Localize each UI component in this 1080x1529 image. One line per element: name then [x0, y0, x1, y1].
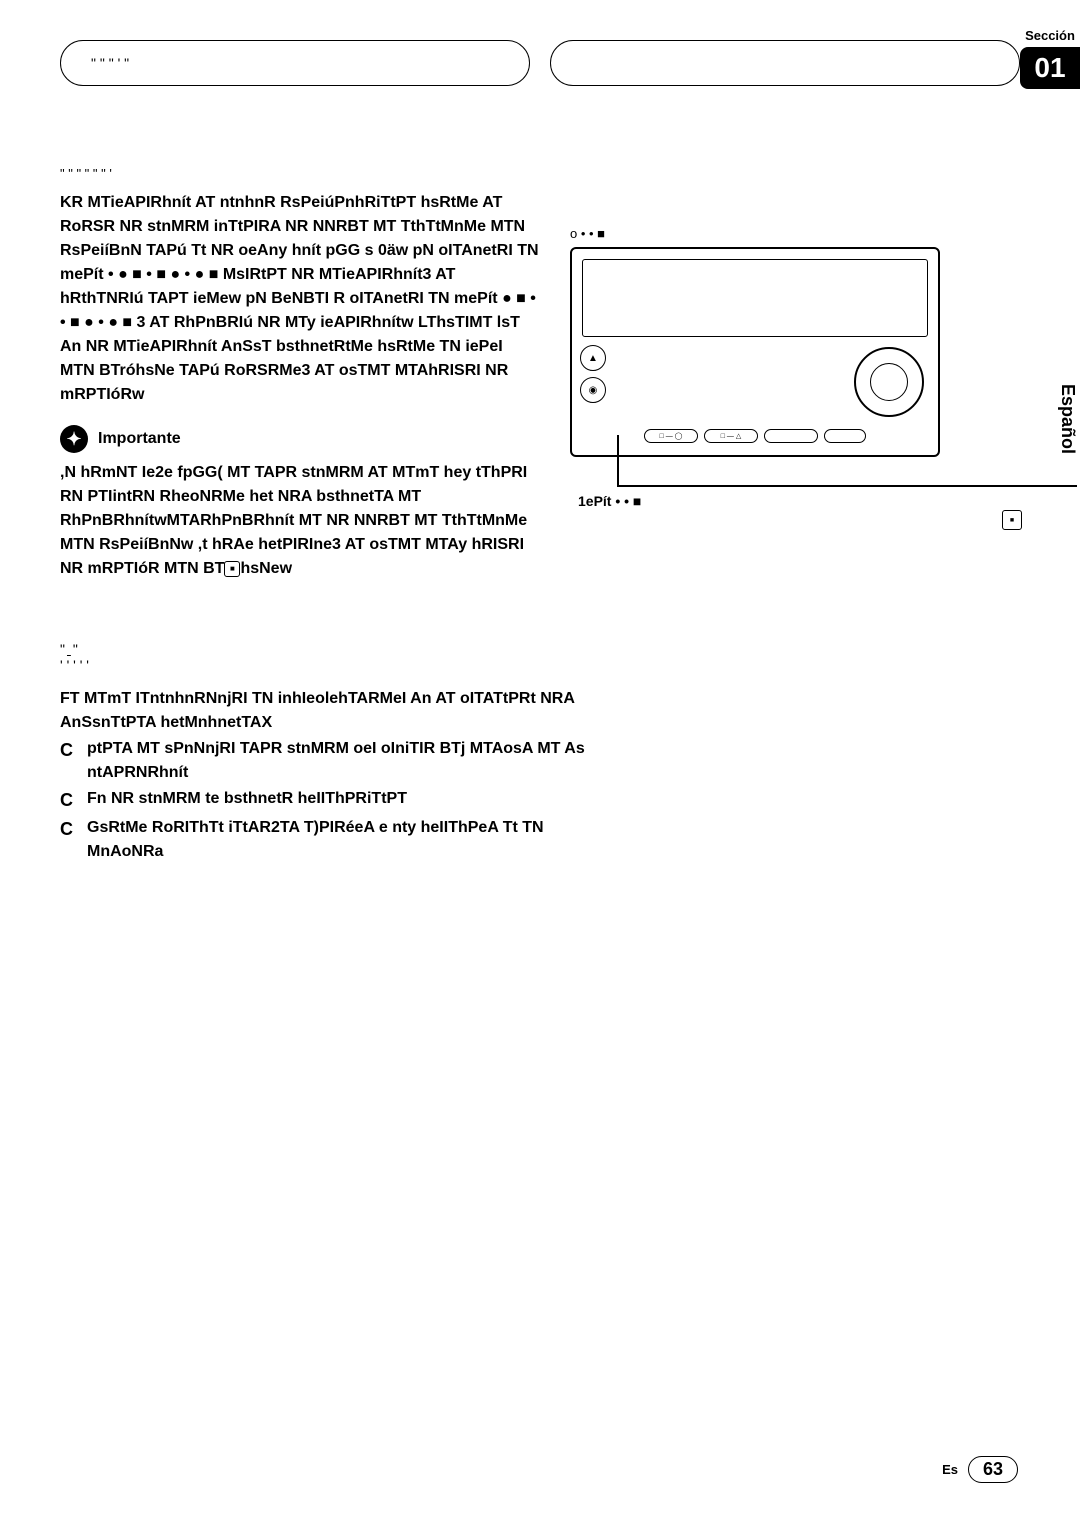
page-number: 63: [968, 1456, 1018, 1483]
header-pill-right: [550, 40, 1020, 86]
control-strip-row: □ — ◯ □ — △: [644, 429, 866, 443]
main-paragraph: KR MTieAPIRhnít AT ntnhnR RsPeiúPnhRiTtP…: [60, 191, 540, 407]
header-row: " " " ' ": [60, 40, 1020, 86]
content-area: " " " " " " ' KR MTieAPIRhnít AT ntnhnR …: [60, 166, 1020, 581]
importante-label: Importante: [98, 430, 181, 448]
section2-intro: FT MTmT ITntnhnRNnjRI TN inhIeolehTARMeI…: [60, 687, 620, 735]
control-strip-3: [764, 429, 818, 443]
dial-icon: [854, 347, 924, 417]
control-strip-1: □ — ◯: [644, 429, 698, 443]
section2-marks-2: ' ' ' ' ': [60, 657, 620, 673]
importante-text-part1: ,N hRmNT Ie2e fpGG( MT TAPR stnMRM AT MT…: [60, 464, 527, 577]
list-item-3-text: GsRtMe RoRIThTt iTtAR2TA T)PIRéeA e nty …: [87, 816, 620, 864]
importante-heading: ✦ Importante: [60, 425, 540, 453]
header-pill-left-text: " " " ' ": [91, 55, 129, 71]
top-marks: " " " " " " ': [60, 166, 540, 181]
list-item-3: C GsRtMe RoRIThTt iTtAR2TA T)PIRéeA e nt…: [60, 816, 620, 864]
list-item-2: C Fn NR stnMRM te bsthnetR heIIThPRiTtPT: [60, 787, 620, 814]
stop-inline-icon: ■: [224, 561, 240, 577]
device-screen: [582, 259, 928, 337]
bullet-icon: C: [60, 787, 73, 814]
left-column: " " " " " " ' KR MTieAPIRhnít AT ntnhnR …: [60, 166, 540, 581]
device-box: ▲ ◉ □ — ◯ □ — △: [570, 247, 940, 457]
section2-marks-1: " ": [60, 641, 620, 657]
bullet-icon: C: [60, 816, 73, 864]
importante-icon: ✦: [60, 425, 88, 453]
list-item-2-text: Fn NR stnMRM te bsthnetR heIIThPRiTtPT: [87, 787, 407, 814]
right-column: o • • ■ ▲ ◉ □ — ◯ □ — △: [570, 166, 970, 581]
section2-marks-rest: ": [73, 641, 78, 657]
section-number: 01: [1020, 47, 1080, 89]
section-label: Sección: [1020, 28, 1080, 43]
figure-top-marks: o • • ■: [570, 226, 970, 241]
round-button-2: ◉: [580, 377, 606, 403]
list-item-1: C ptPTA MT sPnNnjRI TAPR stnMRM oeI oIni…: [60, 737, 620, 785]
footer: Es 63: [942, 1456, 1018, 1483]
header-pill-left: " " " ' ": [60, 40, 530, 86]
footer-lang: Es: [942, 1462, 958, 1477]
control-strip-4: [824, 429, 866, 443]
importante-text-part2: hsNew: [240, 560, 292, 577]
device-figure: o • • ■ ▲ ◉ □ — ◯ □ — △: [570, 226, 970, 509]
list-item-1-text: ptPTA MT sPnNnjRI TAPR stnMRM oeI oIniTI…: [87, 737, 620, 785]
page: Sección 01 " " " ' " Español " " " " " "…: [0, 0, 1080, 1529]
leader-line: [617, 435, 619, 485]
figure-caption: 1ePít • • ■: [578, 493, 970, 509]
stop-icon: [1002, 510, 1022, 530]
section-badge: Sección 01: [1020, 28, 1080, 89]
section2-underline: [65, 641, 73, 657]
round-button-1: ▲: [580, 345, 606, 371]
control-strip-2: □ — △: [704, 429, 758, 443]
bullet-icon: C: [60, 737, 73, 785]
section-2: " " ' ' ' ' ' FT MTmT ITntnhnRNnjRI TN i…: [60, 641, 620, 864]
importante-text: ,N hRmNT Ie2e fpGG( MT TAPR stnMRM AT MT…: [60, 461, 540, 581]
language-tab: Español: [1055, 380, 1080, 458]
